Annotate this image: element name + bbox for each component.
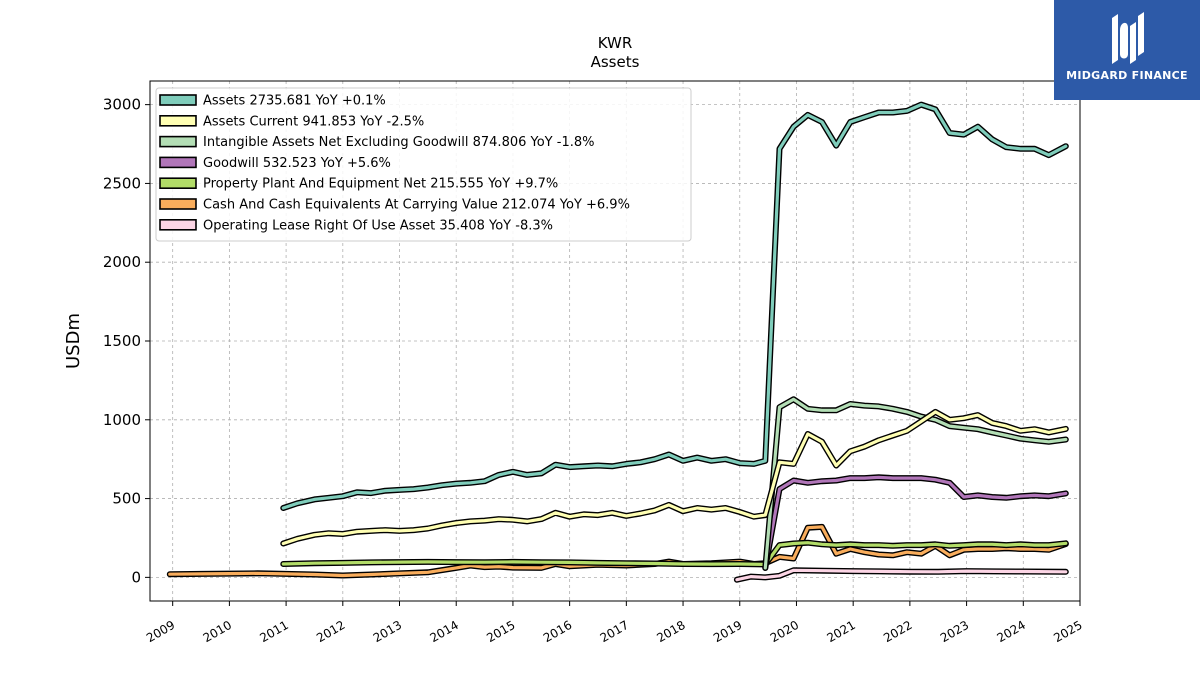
series-line-0: [280, 101, 1069, 511]
legend-swatch: [159, 115, 197, 127]
x-axis: 2009 2010 2011 2012 2013 2014 2015 2016 2017 2018…: [144, 601, 1085, 645]
x-tick-label: 2016: [541, 618, 574, 645]
x-tick-label: 2022: [881, 618, 914, 645]
legend-entry: Property Plant And Equipment Net 215.555…: [203, 177, 558, 192]
y-tick-label: 500: [112, 490, 141, 508]
legend-swatch: [159, 94, 197, 106]
y-tick-label: 2000: [103, 253, 141, 271]
y-tick-label: 0: [131, 568, 141, 586]
legend-entry: Goodwill 532.523 YoY +5.6%: [203, 156, 391, 171]
chart-subtitle: Assets: [591, 53, 640, 71]
legend-swatch: [159, 156, 197, 169]
legend-swatch: [159, 177, 197, 189]
x-tick-label: 2013: [371, 618, 404, 645]
x-tick-label: 2024: [995, 618, 1028, 645]
brand-logo: MIDGARD FINANCE: [1054, 0, 1200, 100]
x-tick-label: 2020: [768, 618, 801, 645]
series-line-2: [762, 396, 1069, 571]
series-line-stroke: [281, 541, 1068, 566]
x-tick-label: 2025: [1051, 618, 1084, 645]
legend: Assets 2735.681 YoY +0.1% Assets Current …: [155, 87, 692, 242]
legend-entry: Assets 2735.681 YoY +0.1%: [203, 94, 386, 109]
series-line-stroke: [763, 397, 1068, 570]
legend-entry: Operating Lease Right Of Use Asset 35.40…: [203, 218, 553, 233]
series-line-stroke: [281, 410, 1068, 546]
series-layer: [166, 101, 1069, 583]
series-line-outline: [280, 408, 1069, 547]
logo-mark-icon: [1112, 12, 1144, 64]
legend-swatch: [159, 219, 197, 231]
x-tick-label: 2014: [427, 618, 460, 645]
legend-entry: Cash And Cash Equivalents At Carrying Va…: [203, 198, 630, 213]
x-tick-label: 2010: [201, 618, 234, 645]
x-tick-label: 2012: [314, 618, 347, 645]
legend-swatch: [159, 198, 197, 210]
x-tick-label: 2017: [598, 618, 631, 645]
y-axis: 0 500 1000 1500 2000 2500 3000: [103, 96, 150, 586]
series-line-stroke: [281, 103, 1068, 510]
x-tick-label: 2009: [144, 618, 177, 645]
y-tick-label: 1000: [103, 411, 141, 429]
chart-title: KWR: [598, 34, 633, 52]
x-tick-label: 2018: [654, 618, 687, 645]
logo-text: MIDGARD FINANCE: [1066, 69, 1188, 82]
x-tick-label: 2011: [257, 618, 290, 645]
legend-entry: Intangible Assets Net Excluding Goodwill…: [203, 135, 594, 150]
series-line-6: [733, 567, 1069, 583]
y-tick-label: 2500: [103, 174, 141, 192]
legend-entry: Assets Current 941.853 YoY -2.5%: [203, 114, 424, 129]
x-tick-label: 2019: [711, 618, 744, 645]
x-tick-label: 2015: [484, 618, 517, 645]
series-line-stroke: [763, 475, 1068, 570]
legend-swatch: [159, 135, 197, 148]
x-tick-label: 2021: [824, 618, 857, 645]
series-line-3: [762, 474, 1069, 571]
y-tick-label: 1500: [103, 332, 141, 350]
y-axis-label: USDm: [63, 313, 84, 369]
series-line-1: [280, 408, 1069, 547]
series-line-4: [280, 539, 1069, 568]
y-tick-label: 3000: [103, 96, 141, 114]
legend-box: [155, 87, 692, 242]
series-line-stroke: [735, 568, 1068, 582]
x-tick-label: 2023: [938, 618, 971, 645]
